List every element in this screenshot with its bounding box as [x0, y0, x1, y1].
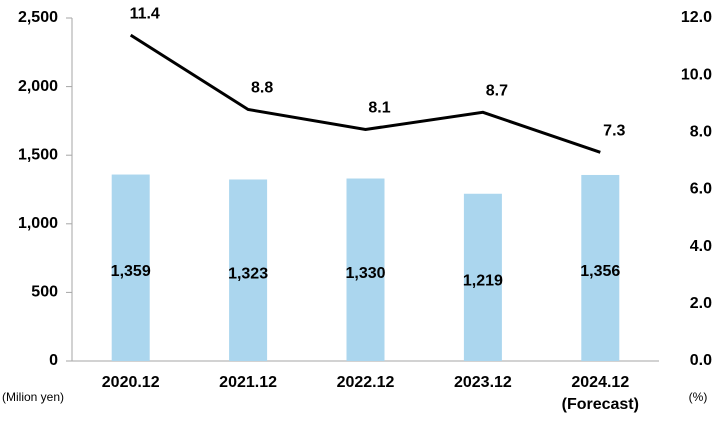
bar	[463, 193, 502, 361]
x-tick-label: 2024.12 (Forecast)	[562, 374, 639, 413]
y-tick-label: 2,500	[18, 9, 58, 26]
x-tick-label: 2023.12	[454, 374, 512, 391]
y-tick-label: 1,500	[18, 146, 58, 163]
y-tick-label: 0	[49, 352, 58, 369]
y2-tick-label: 10.0	[681, 66, 712, 83]
bar-value-label: 1,356	[580, 263, 620, 280]
y2-tick-label: 0.0	[690, 352, 712, 369]
line	[129, 33, 601, 154]
y2-tick-label: 12.0	[681, 9, 712, 26]
bar	[346, 178, 385, 361]
y-tick-label: 1,000	[18, 215, 58, 232]
y-tick-label: 500	[31, 284, 58, 301]
bar-value-label: 1,330	[345, 265, 385, 282]
bar-value-label: 1,359	[111, 263, 151, 280]
bar	[581, 174, 620, 361]
x-tick-label: 2021.12	[219, 374, 277, 391]
x-tick-label: 2022.12	[337, 374, 395, 391]
x-tick-label: 2020.12	[102, 374, 160, 391]
line-value-label: 11.4	[130, 5, 160, 22]
y2-tick-label: 8.0	[690, 124, 712, 141]
y-axis-label: (Milion yen)	[2, 390, 64, 404]
y2-axis-label: (%)	[689, 390, 708, 404]
y2-tick-label: 6.0	[690, 181, 712, 198]
y2-tick-label: 4.0	[690, 238, 712, 255]
line-value-label: 7.3	[603, 123, 625, 140]
y-tick-label: 2,000	[18, 78, 58, 95]
bar	[229, 179, 268, 361]
line-value-label: 8.8	[251, 80, 273, 97]
bar-value-label: 1,323	[228, 265, 268, 282]
line-value-label: 8.7	[486, 83, 508, 100]
bar	[111, 174, 150, 361]
line-value-label: 8.1	[368, 100, 390, 117]
bar-value-label: 1,219	[463, 273, 503, 290]
y2-tick-label: 2.0	[690, 295, 712, 312]
